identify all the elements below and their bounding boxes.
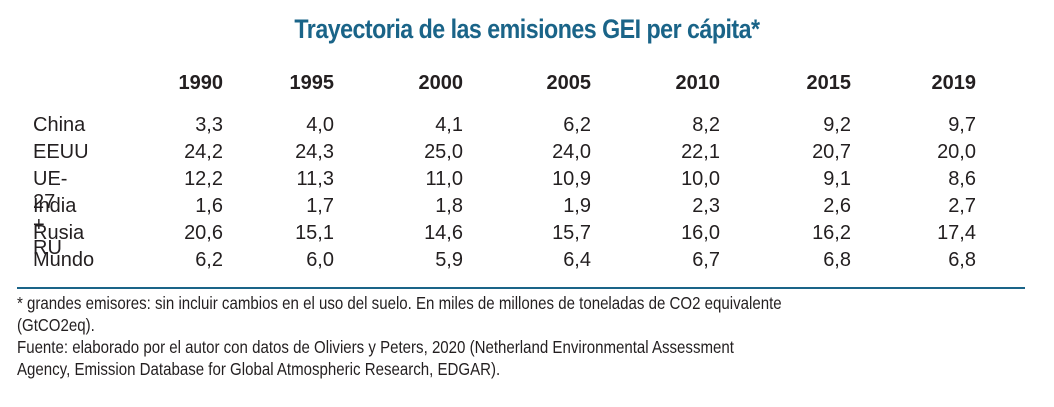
table-cell: 9,7: [948, 114, 976, 136]
table-cell: 15,7: [552, 222, 591, 244]
column-header: 2010: [675, 72, 721, 94]
column-header: 2005: [546, 72, 592, 94]
table-cell: 6,0: [306, 249, 334, 271]
footnote-line: * grandes emisores: sin incluir cambios …: [17, 293, 782, 313]
table-cell: 16,0: [681, 222, 720, 244]
table-cell: 12,2: [184, 168, 223, 190]
table-cell: 6,8: [948, 249, 976, 271]
table-cell: 20,0: [937, 141, 976, 163]
column-header: 2000: [418, 72, 464, 94]
table-cell: 10,0: [681, 168, 720, 190]
table-cell: 24,2: [184, 141, 223, 163]
chart-title: Trayectoria de las emisiones GEI per cáp…: [294, 14, 760, 44]
table-cell: 6,2: [563, 114, 591, 136]
table-cell: 24,3: [295, 141, 334, 163]
table-cell: 14,6: [424, 222, 463, 244]
table-cell: 10,9: [552, 168, 591, 190]
row-label: China: [33, 114, 86, 136]
table-cell: 20,7: [812, 141, 851, 163]
table-cell: 8,2: [692, 114, 720, 136]
row-label: India: [33, 195, 77, 217]
row-label: UE-27 + RU: [33, 168, 68, 259]
table-cell: 16,2: [812, 222, 851, 244]
table-cell: 2,3: [692, 195, 720, 217]
table-cell: 1,8: [435, 195, 463, 217]
source-line: Fuente: elaborado por el autor con datos…: [17, 337, 734, 357]
table-cell: 4,0: [306, 114, 334, 136]
column-header: 1995: [289, 72, 335, 94]
table-cell: 5,9: [435, 249, 463, 271]
source-line: Agency, Emission Database for Global Atm…: [17, 359, 501, 379]
row-label: Mundo: [33, 249, 95, 271]
table-cell: 8,6: [948, 168, 976, 190]
column-header: 2015: [806, 72, 852, 94]
table-cell: 11,3: [296, 168, 334, 190]
table-bottom-rule: [17, 287, 1025, 289]
table-cell: 6,4: [563, 249, 591, 271]
table-cell: 2,6: [823, 195, 851, 217]
row-label: EEUU: [33, 141, 89, 163]
table-cell: 22,1: [681, 141, 720, 163]
table-cell: 1,6: [195, 195, 223, 217]
column-header: 1990: [178, 72, 224, 94]
table-cell: 25,0: [424, 141, 463, 163]
table-cell: 9,2: [823, 114, 851, 136]
table-cell: 1,9: [563, 195, 591, 217]
column-header: 2019: [931, 72, 977, 94]
table-cell: 6,7: [692, 249, 720, 271]
table-cell: 4,1: [435, 114, 463, 136]
table-cell: 20,6: [184, 222, 223, 244]
table-cell: 24,0: [552, 141, 591, 163]
table-cell: 9,1: [823, 168, 851, 190]
footnote-line: (GtCO2eq).: [17, 315, 95, 335]
row-label: Rusia: [33, 222, 85, 244]
table-cell: 3,3: [195, 114, 223, 136]
table-cell: 6,2: [195, 249, 223, 271]
table-cell: 2,7: [948, 195, 976, 217]
table-cell: 1,7: [306, 195, 334, 217]
table-cell: 17,4: [937, 222, 976, 244]
table-cell: 6,8: [823, 249, 851, 271]
table-cell: 15,1: [295, 222, 334, 244]
table-cell: 11,0: [425, 168, 463, 190]
